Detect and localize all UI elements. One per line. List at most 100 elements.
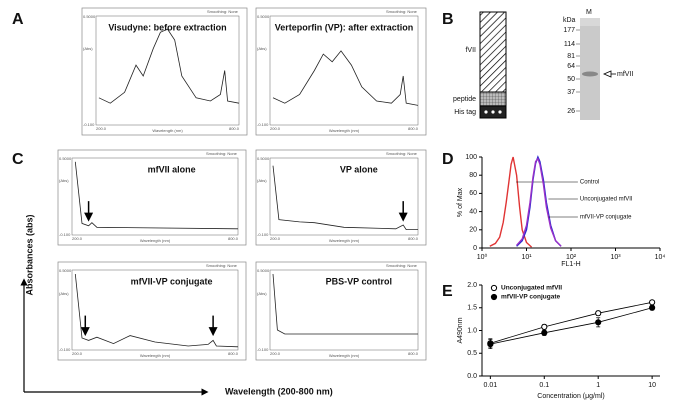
instrument-text: 800.0 xyxy=(229,126,240,131)
spectrum-trace xyxy=(74,161,239,230)
spectrum-plot xyxy=(71,269,239,351)
spectrum-frame xyxy=(255,149,427,246)
spectrum-frame xyxy=(57,261,247,361)
gel-band xyxy=(582,71,598,77)
instrument-text: (Abs) xyxy=(59,291,69,296)
panel-label: E xyxy=(442,283,453,300)
instrument-text: 200.0 xyxy=(270,351,281,356)
spectrum-trace xyxy=(272,50,419,106)
y-axis-title: % of Max xyxy=(457,187,464,217)
instrument-text: 0.5000 xyxy=(257,268,270,273)
legend-label: mfVII-VP conjugate xyxy=(501,294,560,301)
y-tick-label: 100 xyxy=(465,154,477,161)
gel-marker: 81 xyxy=(567,53,575,60)
panel-label: D xyxy=(442,151,454,168)
point xyxy=(649,299,656,306)
y-tick-label: 1.0 xyxy=(467,327,477,334)
spectrum-plot xyxy=(269,269,419,351)
instrument-text: -0.100 xyxy=(83,122,95,127)
instrument-text: 200.0 xyxy=(270,126,281,131)
spectrum-title: mfVII-VP conjugate xyxy=(131,276,213,286)
instrument-text: 0.5000 xyxy=(257,14,270,19)
spectrum-frame xyxy=(81,7,248,136)
instrument-text: 0.5000 xyxy=(59,156,72,161)
instrument-text: 800.0 xyxy=(228,351,239,356)
histogram-curve xyxy=(489,156,533,248)
instrument-text: Smoothing: None xyxy=(207,9,239,14)
legend-label: Unconjugated mfVII xyxy=(501,285,562,292)
spectrum-frame xyxy=(255,261,427,361)
instrument-text: Wavelength (nm) xyxy=(329,353,360,358)
spectrum-trace xyxy=(98,28,240,104)
instrument-text: 200.0 xyxy=(270,236,281,241)
legend-label: Control xyxy=(580,180,599,186)
instrument-text: Smoothing: None xyxy=(386,9,418,14)
construct-label: fVII xyxy=(465,47,476,54)
instrument-text: 200.0 xyxy=(96,126,107,131)
y-tick-label: 2.0 xyxy=(467,282,477,289)
instrument-text: -0.100 xyxy=(59,232,71,237)
x-tick-label: 10 xyxy=(648,382,656,389)
spectrum-trace xyxy=(272,273,418,335)
instrument-text: Smoothing: None xyxy=(386,263,418,268)
instrument-text: -0.100 xyxy=(257,347,269,352)
series-line xyxy=(490,301,653,344)
y-tick-label: 80 xyxy=(469,172,477,179)
legend-marker xyxy=(490,293,498,301)
spectrum-plot xyxy=(71,157,239,236)
gel-marker: 177 xyxy=(563,27,575,34)
instrument-text: -0.100 xyxy=(257,232,269,237)
gel-marker: 37 xyxy=(567,89,575,96)
instrument-text: Wavelength (nm) xyxy=(140,238,171,243)
point xyxy=(649,304,656,311)
spectrum-plot xyxy=(269,15,419,126)
histogram-curve xyxy=(516,157,562,247)
construct-label: His tag xyxy=(454,109,476,116)
instrument-text: 800.0 xyxy=(408,351,419,356)
instrument-text: Smoothing: None xyxy=(206,263,238,268)
x-tick-label: 10⁴ xyxy=(655,254,666,261)
point xyxy=(541,323,548,330)
construct-label: peptide xyxy=(453,96,476,103)
instrument-text: Smoothing: None xyxy=(206,151,238,156)
legend-marker xyxy=(490,284,498,292)
construct-fvii xyxy=(479,11,507,93)
instrument-text: Wavelength (nm) xyxy=(152,128,183,133)
spectrum-trace xyxy=(272,165,418,231)
spectrum-plot xyxy=(269,157,419,236)
point xyxy=(595,310,602,317)
instrument-text: Wavelength (nm) xyxy=(140,353,171,358)
spectrum-plot xyxy=(95,15,240,126)
y-tick-label: 60 xyxy=(469,190,477,197)
y-tick-label: 0 xyxy=(473,245,477,252)
spectrum-title: Verteporfin (VP): after extraction xyxy=(275,22,414,32)
instrument-text: 0.5000 xyxy=(83,14,96,19)
instrument-text: (Abs) xyxy=(83,46,93,51)
x-axis-title: Concentration (μg/ml) xyxy=(537,393,604,400)
instrument-text: 200.0 xyxy=(72,351,83,356)
y-tick-label: 0.0 xyxy=(467,373,477,380)
instrument-text: 800.0 xyxy=(408,126,419,131)
instrument-text: Smoothing: None xyxy=(386,151,418,156)
y-tick-label: 1.5 xyxy=(467,305,477,312)
point xyxy=(595,319,602,326)
instrument-text: (Abs) xyxy=(257,291,267,296)
x-tick-label: 10⁰ xyxy=(477,253,488,261)
instrument-text: (Abs) xyxy=(257,46,267,51)
panel-label: B xyxy=(442,11,454,28)
band-arrow xyxy=(602,70,612,78)
spectrum-frame xyxy=(255,7,427,136)
instrument-text: -0.100 xyxy=(257,122,269,127)
gel-marker: 50 xyxy=(567,76,575,83)
series-line xyxy=(490,307,653,345)
gel-lane-label: M xyxy=(586,9,592,16)
gel-marker: 26 xyxy=(567,108,575,115)
legend-label: Unconjugated mfVII xyxy=(580,197,633,203)
his-dots xyxy=(484,110,502,114)
y-axis-title: A490nm xyxy=(457,317,464,343)
axis-title: Wavelength (200-800 nm) xyxy=(225,386,333,396)
point xyxy=(541,329,548,336)
